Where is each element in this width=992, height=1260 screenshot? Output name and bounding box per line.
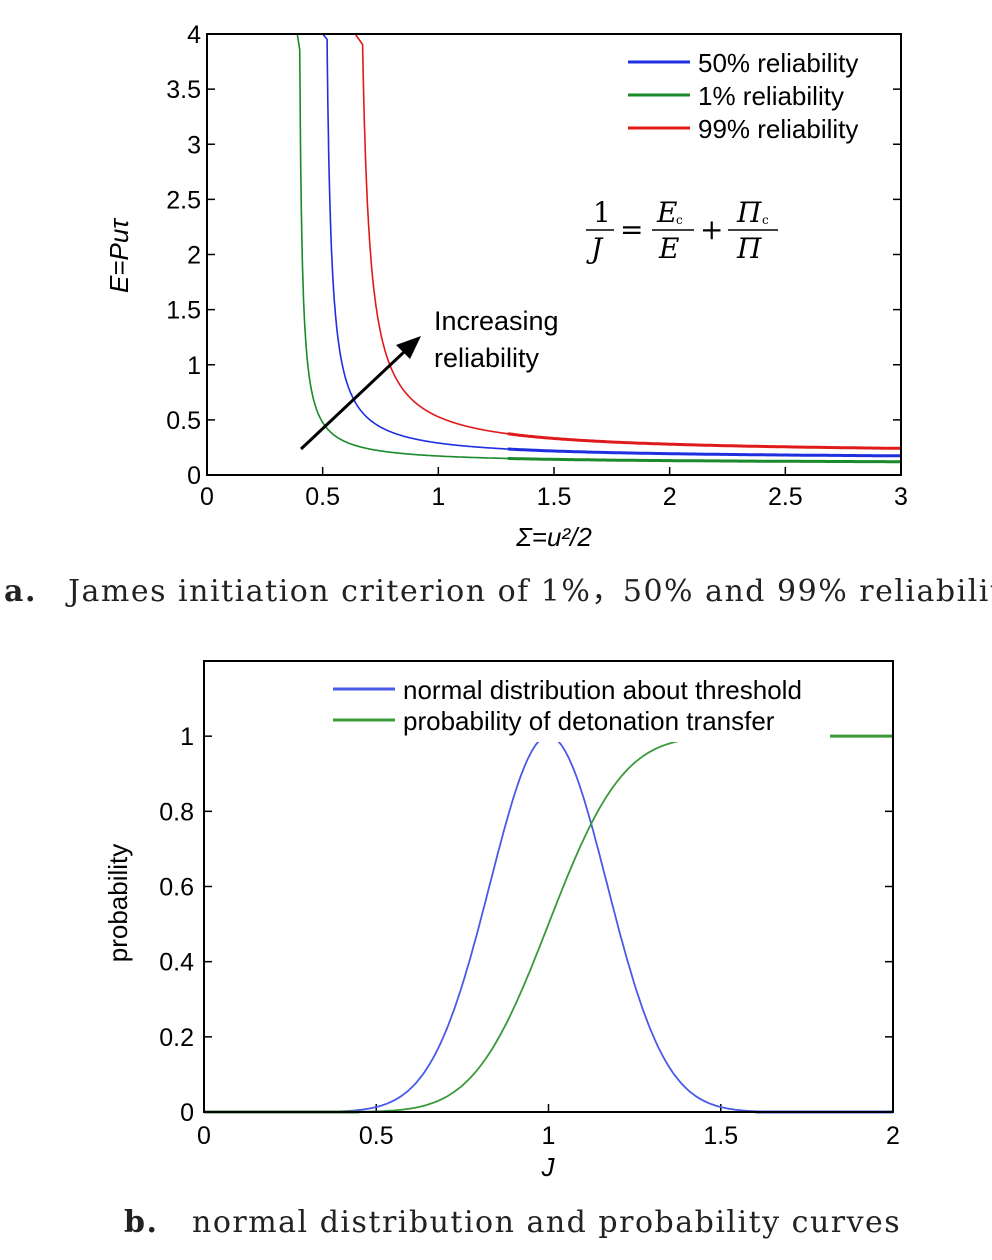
chart-a-ylabel: E=Puτ xyxy=(104,217,134,293)
chart-a-xtick-label: 2 xyxy=(663,483,677,511)
chart-b-lines xyxy=(204,734,893,1114)
chart-b-ytick-label: 0.2 xyxy=(159,1024,194,1052)
formula-pic-sub: c xyxy=(762,213,769,227)
chart-a-lines xyxy=(296,33,902,464)
caption-b-text: normal distribution and probability curv… xyxy=(192,1205,901,1240)
chart-a-plot-frame xyxy=(206,33,902,476)
chart-b-legend: normal distribution about threshold prob… xyxy=(320,672,830,742)
chart-b-xtick-label: 2 xyxy=(886,1122,900,1150)
formula-pic: Π xyxy=(736,196,762,229)
chart-a-ticks: 0 0.5 1 1.5 2 2.5 3 0 0.5 1 1.5 2 2.5 3 3.5 4 xyxy=(166,21,908,511)
annotation-reliability: reliability xyxy=(434,343,540,373)
annotation-increasing: Increasing xyxy=(434,306,559,336)
arrow-shaft xyxy=(299,350,406,451)
chart-a-ytick-label: 0 xyxy=(187,462,201,490)
chart-b-ytick-label: 1 xyxy=(180,723,194,751)
formula-ec: E xyxy=(656,196,677,229)
legend-label-transfer: probability of detonation transfer xyxy=(403,706,775,736)
formula-lhs-num: 1 xyxy=(593,196,611,229)
chart-a-ytick-label: 2.5 xyxy=(166,186,201,214)
chart-a-ytick-label: 4 xyxy=(187,21,201,49)
chart-a-ytick-label: 3.5 xyxy=(166,76,201,104)
caption-a: a. James initiation criterion of 1%，50% … xyxy=(4,574,992,609)
curve-1-reliability-tail xyxy=(507,457,901,464)
chart-b-xlabel: J xyxy=(541,1152,556,1182)
chart-b-ytick-label: 0 xyxy=(180,1099,194,1127)
chart-a-xlabel: Σ=u²/2 xyxy=(515,522,592,552)
chart-a-xtick-label: 2.5 xyxy=(768,483,803,511)
caption-b: b. normal distribution and probability c… xyxy=(124,1205,901,1240)
formula-e: E xyxy=(658,232,679,265)
chart-b-ylabel: probability xyxy=(103,844,133,963)
chart-a-legend: 50% reliability 1% reliability 99% relia… xyxy=(615,45,885,145)
curve-detonation-transfer xyxy=(204,735,893,1113)
chart-a-ytick-label: 0.5 xyxy=(166,407,201,435)
chart-b: 0 0.5 1 1.5 2 0 0.2 0.4 0.6 0.8 1 normal distribut… xyxy=(103,660,900,1182)
chart-b-xtick-label: 1 xyxy=(542,1122,556,1150)
formula-plus: + xyxy=(700,213,723,246)
curve-99-reliability-tail xyxy=(507,432,902,450)
formula-ec-sub: c xyxy=(676,213,683,227)
caption-a-letter: a. xyxy=(4,574,37,609)
chart-a-ytick-label: 2 xyxy=(187,242,201,270)
chart-b-legend-box xyxy=(320,672,830,742)
legend-label-1: 1% reliability xyxy=(698,81,844,111)
chart-a: 0 0.5 1 1.5 2 2.5 3 0 0.5 1 1.5 2 2.5 3 3.5 4 50% relia… xyxy=(104,21,908,552)
formula-equals: = xyxy=(620,213,643,246)
chart-a-xtick-label: 0.5 xyxy=(305,483,340,511)
reliability-arrow xyxy=(299,336,421,451)
chart-a-ytick-label: 1.5 xyxy=(166,297,201,325)
chart-a-xtick-label: 1 xyxy=(431,483,445,511)
chart-b-plot-frame xyxy=(203,660,894,1113)
chart-b-ytick-label: 0.6 xyxy=(159,874,194,902)
james-formula: 1 J = E c E + Π c Π xyxy=(586,196,778,265)
chart-a-ytick-label: 3 xyxy=(187,131,201,159)
chart-a-xtick-label: 3 xyxy=(894,483,908,511)
chart-b-ticks: 0 0.5 1 1.5 2 0 0.2 0.4 0.6 0.8 1 xyxy=(159,723,900,1150)
formula-pi: Π xyxy=(736,232,762,265)
legend-label-50: 50% reliability xyxy=(698,48,858,78)
chart-b-ytick-label: 0.4 xyxy=(159,949,194,977)
legend-label-99: 99% reliability xyxy=(698,114,858,144)
chart-b-xtick-label: 0.5 xyxy=(359,1122,394,1150)
legend-label-normal: normal distribution about threshold xyxy=(403,675,802,705)
arrow-head-icon xyxy=(396,336,421,359)
chart-b-xtick-label: 0 xyxy=(197,1122,211,1150)
curve-50-reliability-tail xyxy=(507,447,901,458)
chart-a-xtick-label: 0 xyxy=(200,483,214,511)
chart-a-ytick-label: 1 xyxy=(187,352,201,380)
chart-b-ytick-label: 0.8 xyxy=(159,798,194,826)
formula-lhs-den: J xyxy=(586,232,604,265)
chart-b-xtick-label: 1.5 xyxy=(703,1122,738,1150)
chart-a-xtick-label: 1.5 xyxy=(537,483,572,511)
caption-a-text: James initiation criterion of 1%，50% and… xyxy=(65,574,992,609)
caption-b-letter: b. xyxy=(124,1205,158,1240)
